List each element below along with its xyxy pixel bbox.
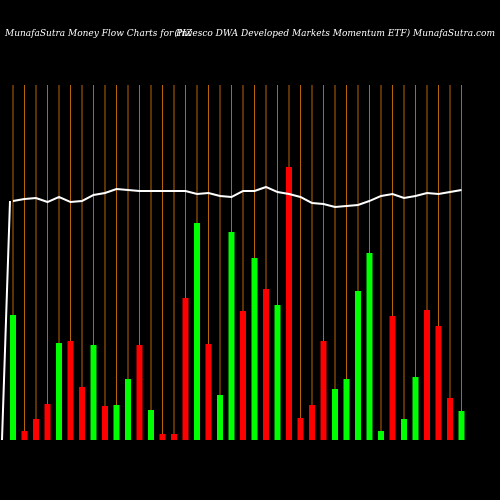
bar <box>113 405 120 440</box>
bar <box>332 389 338 440</box>
bar <box>378 431 384 440</box>
bar <box>79 387 85 440</box>
bar <box>240 311 246 440</box>
bar <box>159 434 166 440</box>
bar <box>171 434 177 440</box>
bar <box>251 258 258 440</box>
bar <box>274 305 281 440</box>
bar <box>136 345 143 440</box>
bar <box>263 289 269 440</box>
bar <box>366 253 373 440</box>
bar <box>21 431 28 440</box>
bar <box>10 315 16 440</box>
bar <box>148 410 154 440</box>
bar <box>286 167 292 440</box>
money-flow-line <box>12 185 462 209</box>
bar <box>343 379 350 440</box>
bar <box>309 405 315 440</box>
bar <box>228 232 235 440</box>
bar <box>458 411 465 440</box>
bar <box>67 341 74 440</box>
bar <box>205 344 212 440</box>
line-start <box>1 200 11 441</box>
bar <box>194 223 200 440</box>
bar <box>435 326 442 440</box>
bar <box>33 419 39 440</box>
bar <box>355 291 361 440</box>
bar <box>320 341 327 440</box>
bar <box>44 404 51 440</box>
bar <box>297 418 304 440</box>
chart-title: MunafaSutra Money Flow Charts for PIZ <box>4 29 193 39</box>
bar <box>401 419 407 440</box>
bar <box>412 377 419 440</box>
bar <box>447 398 453 440</box>
bar <box>389 316 396 440</box>
bar <box>56 343 62 440</box>
bar <box>182 298 189 440</box>
bar <box>424 310 430 440</box>
bar <box>125 379 131 440</box>
bar <box>217 395 223 440</box>
bar <box>90 345 97 440</box>
chart-subtitle: (Invesco DWA Developed Markets Momentum … <box>174 28 495 39</box>
bar <box>102 406 108 440</box>
